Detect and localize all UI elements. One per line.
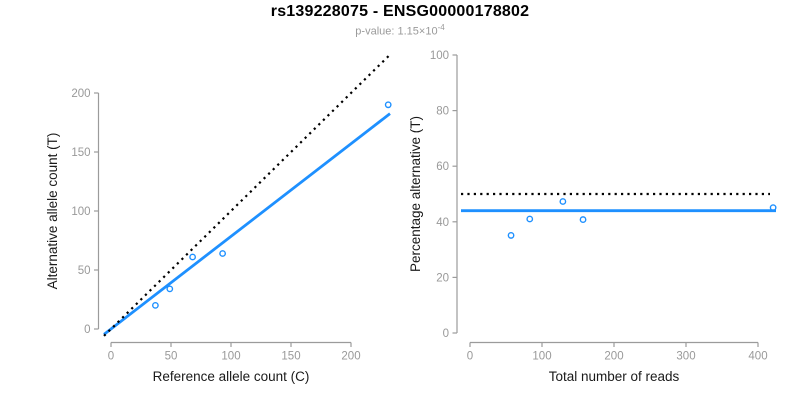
y-tick-label: 0 <box>84 324 90 336</box>
reference-line <box>103 54 391 337</box>
x-tick-label: 200 <box>341 351 360 363</box>
y-tick-label: 200 <box>71 88 90 100</box>
x-tick-label: 0 <box>467 351 473 363</box>
y-tick-label: 50 <box>78 265 91 277</box>
plot-title: rs139228075 - ENSG00000178802 <box>270 3 530 20</box>
y-axis-title: Percentage alternative (T) <box>408 116 423 272</box>
data-point <box>579 216 587 223</box>
data-point <box>526 215 534 223</box>
data-point <box>559 198 567 205</box>
data-point <box>166 285 174 293</box>
x-tick-label: 0 <box>108 351 114 363</box>
x-tick-label: 50 <box>165 351 178 363</box>
y-tick-label: 0 <box>443 328 449 340</box>
y-axis-title: Alternative allele count (T) <box>45 133 60 290</box>
plot-subtitle: p-value: 1.15×10-4 <box>0 23 800 38</box>
data-point <box>507 232 515 239</box>
x-tick-label: 100 <box>221 351 240 363</box>
data-point <box>384 101 392 109</box>
data-point <box>151 301 159 309</box>
data-point <box>189 253 197 261</box>
p-value-text: p-value: 1.15×10 <box>355 25 438 38</box>
fit-line <box>103 112 391 336</box>
y-tick-label: 100 <box>430 50 449 62</box>
y-tick-label: 80 <box>436 106 449 118</box>
data-point <box>769 204 777 212</box>
x-axis-title: Total number of reads <box>549 369 680 384</box>
x-tick-label: 200 <box>604 351 623 363</box>
p-value-exponent: -4 <box>437 23 445 32</box>
data-point <box>219 250 227 257</box>
y-tick-label: 40 <box>436 217 449 229</box>
y-tick-label: 150 <box>71 147 90 159</box>
x-tick-label: 400 <box>748 351 767 363</box>
x-axis-title: Reference allele count (C) <box>153 369 310 384</box>
y-tick-label: 100 <box>71 206 90 218</box>
y-tick-label: 60 <box>436 161 449 173</box>
x-tick-label: 100 <box>532 351 551 363</box>
y-tick-label: 20 <box>436 272 449 284</box>
x-tick-label: 300 <box>676 351 695 363</box>
x-tick-label: 150 <box>281 351 300 363</box>
